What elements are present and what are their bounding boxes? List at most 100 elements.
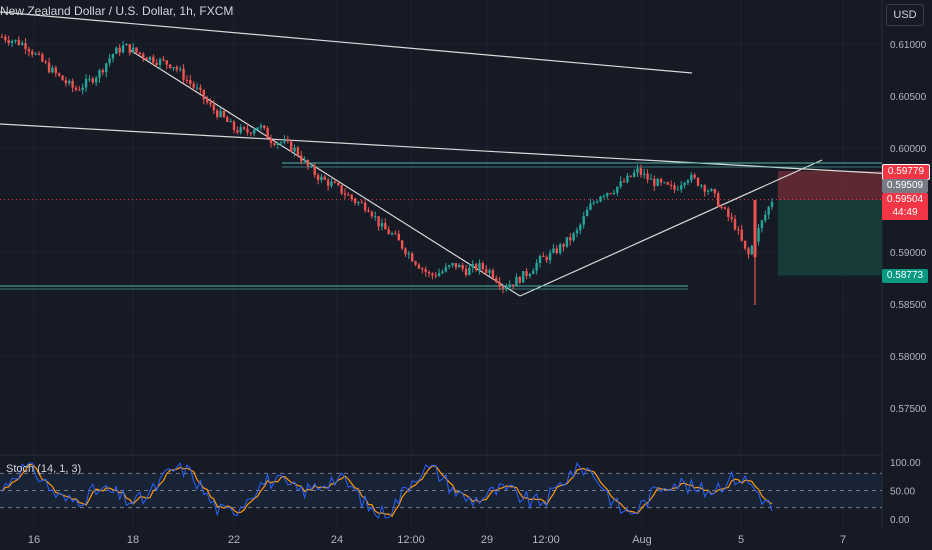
candle-body (286, 139, 290, 142)
candle-body (471, 264, 474, 268)
time-tick-label: 29 (481, 534, 493, 546)
candle-body (182, 68, 185, 80)
candle-body (680, 185, 683, 190)
candle-body (437, 273, 441, 277)
candle-body (639, 168, 643, 175)
price-tick-label: 0.60000 (890, 144, 927, 155)
candle-body (20, 43, 24, 45)
candle-body (168, 64, 172, 68)
candle-body (700, 185, 703, 187)
target-price-tag: 0.58773 (882, 269, 928, 283)
stoch-tick-label: 50.00 (890, 487, 915, 498)
candle-body (266, 128, 269, 139)
candle-body (518, 276, 522, 283)
candle-body (548, 252, 552, 261)
candle-body (602, 195, 606, 197)
candle-body (448, 265, 451, 267)
candle-body (757, 228, 760, 242)
candle-body (343, 193, 347, 195)
candle-body (212, 104, 216, 111)
trendline-long (0, 123, 931, 177)
candle-body (427, 272, 431, 274)
candle-body (54, 67, 57, 74)
candle-body (121, 45, 125, 53)
candle-body (737, 229, 740, 231)
candle-body (195, 87, 199, 89)
time-tick-label: 24 (331, 534, 343, 546)
bar-countdown: 44:49 (882, 206, 928, 220)
trend-drawings[interactable] (0, 11, 931, 297)
candle-body (222, 110, 226, 118)
candle-body (424, 269, 427, 273)
candle-body (717, 193, 720, 207)
candle-body (306, 160, 310, 167)
candle-body (743, 240, 747, 249)
candle-body (37, 53, 41, 55)
stochastic-label[interactable]: Stoch (14, 1, 3) (6, 463, 82, 475)
symbol-title[interactable]: New Zealand Dollar / U.S. Dollar, 1h, FX… (0, 4, 234, 18)
price-tick-label: 0.59000 (890, 248, 927, 259)
candle-body (616, 186, 619, 193)
candle-body (498, 282, 501, 287)
candle-body (0, 36, 4, 38)
candle-body (649, 178, 653, 180)
candle-body (730, 216, 733, 219)
candle-body (542, 256, 545, 258)
candle-body (421, 268, 424, 270)
candle-body (525, 271, 528, 277)
candle-body (505, 287, 508, 289)
candle-body (78, 89, 81, 91)
candle-body (565, 237, 569, 247)
candle-body (646, 173, 649, 180)
candle-body (528, 273, 532, 277)
candle-body (659, 179, 663, 183)
candle-body (632, 172, 636, 177)
candle-body (310, 165, 313, 167)
candle-body (454, 263, 458, 268)
candle-body (330, 181, 333, 186)
candle-body (703, 185, 706, 192)
candle-body (434, 275, 437, 277)
candle-body (478, 263, 481, 270)
candle-body (131, 47, 135, 53)
candle-body (589, 203, 592, 210)
candle-body (226, 117, 229, 122)
candle-body (495, 277, 498, 283)
candle-body (105, 63, 108, 73)
candle-body (152, 56, 155, 63)
trendline-descending (129, 49, 521, 297)
currency-button[interactable]: USD (886, 4, 924, 26)
candle-body (683, 182, 686, 186)
candle-body (337, 182, 340, 186)
candle-body (10, 40, 14, 43)
candle-body (555, 248, 559, 254)
candle-body (619, 181, 622, 187)
candle-body (404, 248, 407, 255)
candle-body (68, 80, 71, 84)
candle-body (289, 141, 293, 152)
candle-body (501, 286, 505, 289)
candle-body (488, 270, 491, 273)
candle-body (414, 261, 417, 265)
stochastic-panel (0, 461, 882, 519)
candle-body (219, 110, 222, 117)
candle-body (88, 78, 91, 80)
candle-body (585, 209, 589, 217)
candle-body (747, 248, 750, 255)
candle-body (673, 185, 676, 190)
candle-body (558, 244, 562, 254)
time-tick-label: 12:00 (397, 534, 425, 546)
candle-body (236, 130, 239, 133)
time-tick-label: 18 (127, 534, 139, 546)
candle-body (491, 270, 495, 278)
candle-body (706, 190, 710, 192)
candle-body (390, 233, 394, 235)
candle-body (626, 175, 629, 183)
candle-body (347, 194, 350, 196)
candle-body (34, 53, 37, 55)
candle-body (71, 80, 74, 88)
candle-body (592, 202, 595, 204)
trendline-rising (519, 159, 823, 297)
